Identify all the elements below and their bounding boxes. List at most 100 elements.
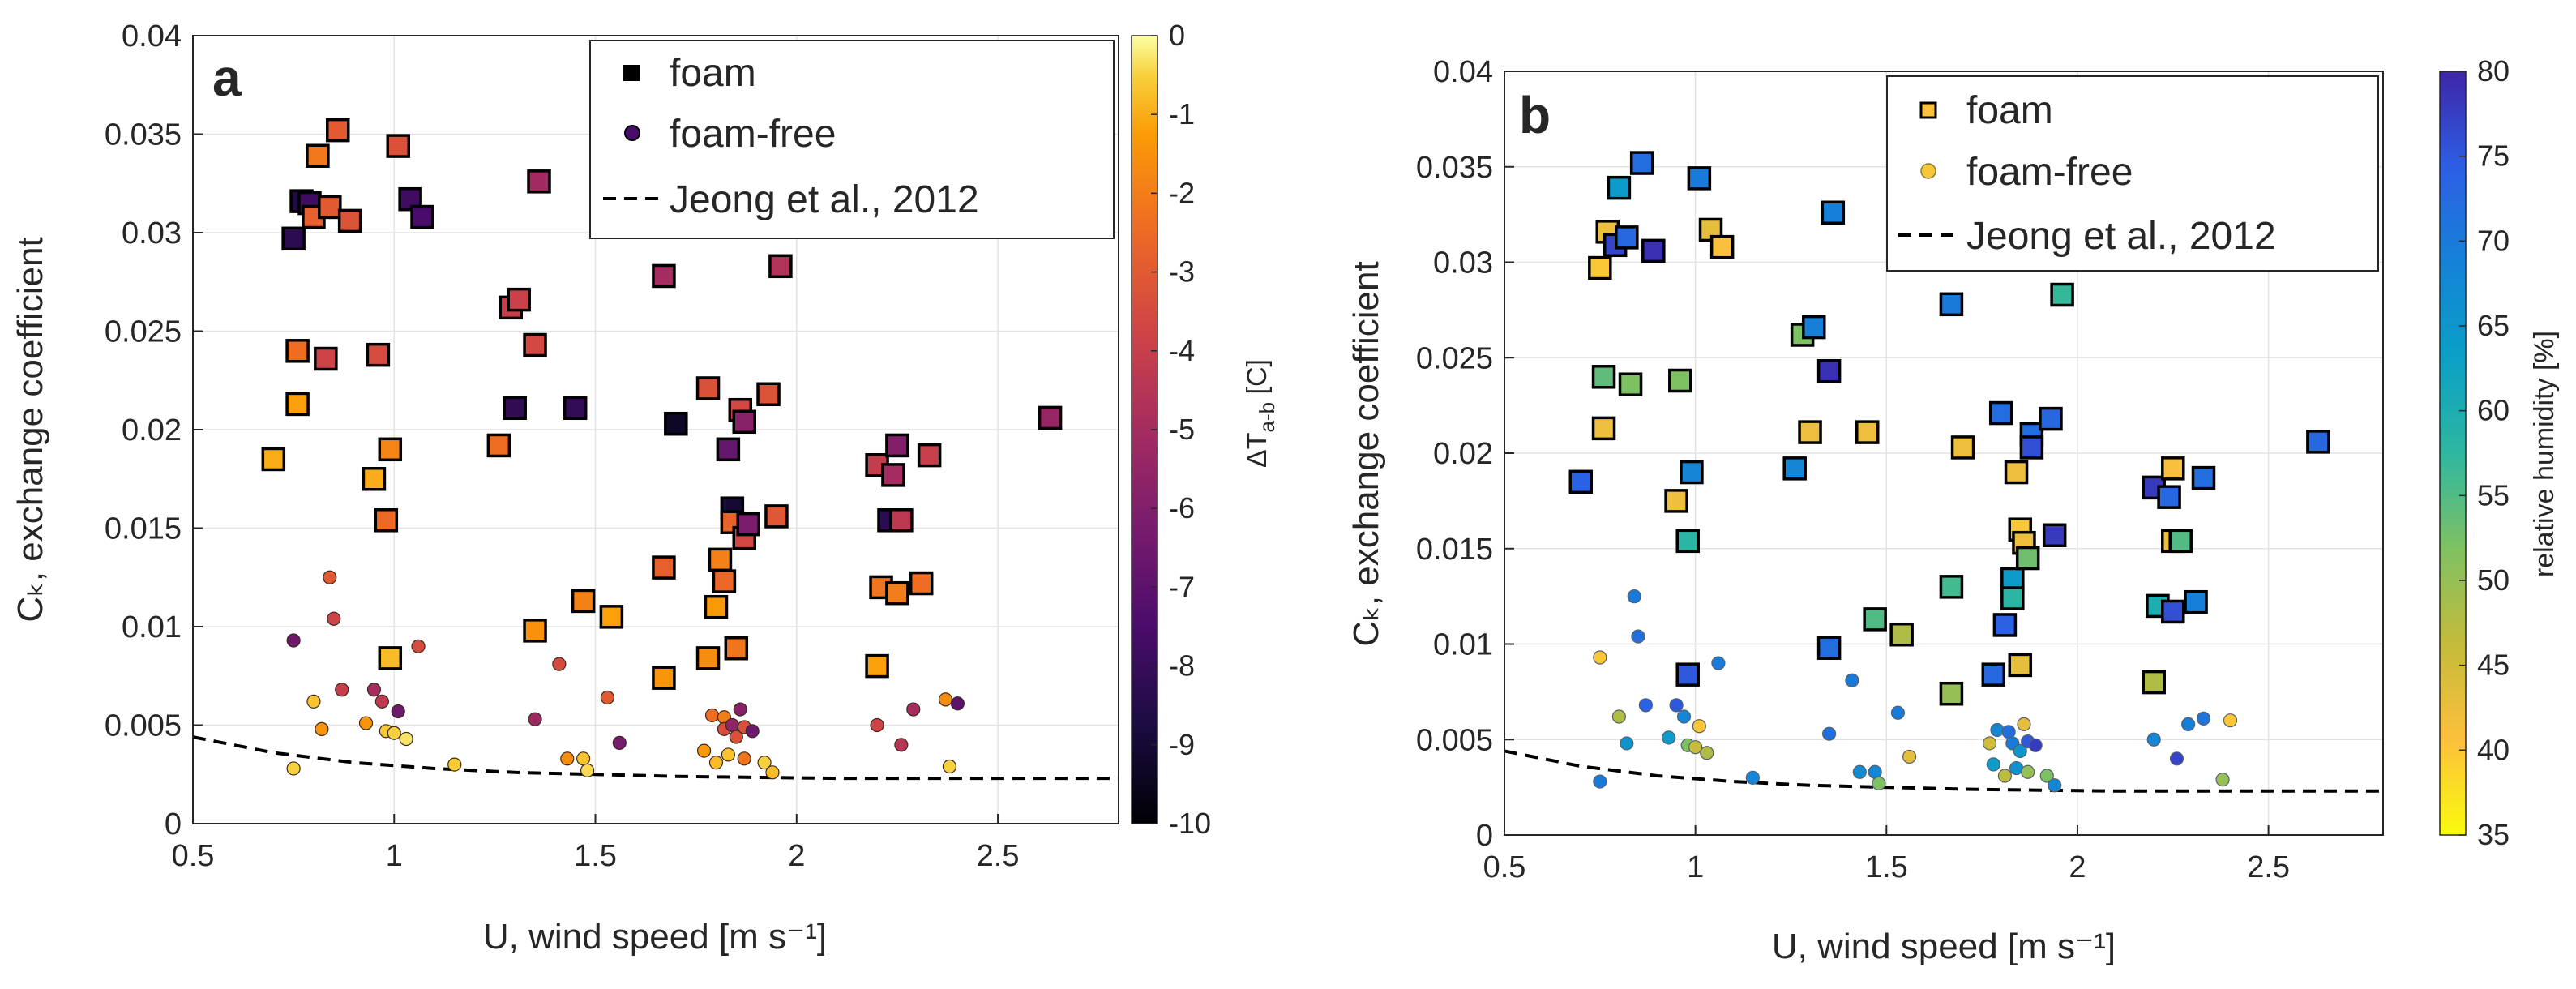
foam-point	[1863, 607, 1887, 632]
foam-free-point	[447, 757, 462, 772]
foam-point	[1664, 489, 1688, 513]
foam-point	[374, 508, 399, 533]
panel-a-colorbar-label: ΔTa-b [C]	[1242, 359, 1279, 468]
foam-point	[1855, 420, 1880, 444]
panel-b-jeong-curve	[1504, 749, 2383, 793]
foam-free-point	[1627, 589, 1641, 604]
panel-b-colorbar-tick-label: 70	[2477, 224, 2510, 257]
foam-free-point	[1593, 774, 1607, 789]
foam-free-point	[528, 712, 542, 726]
foam-point	[664, 411, 688, 436]
foam-free-point	[1669, 698, 1684, 713]
foam-free-point	[745, 724, 760, 739]
foam-free-point	[600, 690, 615, 705]
foam-point	[889, 508, 914, 533]
foam-free-point	[708, 756, 724, 770]
foam-point	[378, 437, 403, 462]
foam-point	[523, 619, 547, 643]
foam-free-point	[1902, 749, 1917, 764]
panel-a-colorbar-tick-label: 0	[1169, 19, 1185, 52]
foam-point	[386, 134, 410, 158]
panel-a-label: a	[212, 49, 242, 107]
foam-free-point	[2048, 778, 2062, 793]
foam-free-point	[1631, 629, 1645, 644]
foam-free-point	[580, 763, 595, 777]
foam-point	[652, 666, 676, 690]
panel-a-colorbar-tick-label: -4	[1169, 334, 1195, 367]
foam-free-point	[737, 751, 751, 766]
foam-point	[716, 437, 741, 462]
foam-point	[362, 467, 387, 491]
legend-foam-free-marker	[624, 125, 640, 141]
foam-free-point	[306, 694, 321, 709]
foam-point	[1802, 315, 1826, 340]
foam-point	[2008, 653, 2033, 678]
foam-point	[2184, 589, 2208, 614]
panel-a-ytick-label: 0.02	[122, 413, 182, 447]
foam-free-point	[757, 756, 772, 770]
foam-point	[285, 339, 310, 363]
legend-foam-marker	[623, 65, 640, 81]
legend-jeong-label: Jeong et al., 2012	[670, 178, 979, 221]
panel-a-colorbar-tick-label: -7	[1169, 570, 1195, 603]
foam-point	[1615, 225, 1639, 250]
panel-b-xtick-label: 2.5	[2247, 850, 2290, 884]
foam-free-point	[286, 633, 301, 648]
foam-point	[507, 287, 531, 312]
foam-point	[756, 382, 781, 407]
foam-free-point	[560, 751, 575, 766]
panel-b-colorbar-tick-label: 45	[2477, 649, 2510, 682]
foam-free-point	[2017, 717, 2031, 732]
panel-b-y-axis-label: Cₖ, exchange coefficient	[1346, 261, 1386, 646]
foam-point	[2161, 456, 2185, 481]
foam-free-point	[950, 696, 965, 711]
foam-point	[1950, 435, 1975, 460]
foam-free-point	[2021, 764, 2035, 779]
panel-b-colorbar-tick-label: 50	[2477, 563, 2510, 597]
foam-point	[2042, 523, 2067, 548]
foam-free-point	[387, 726, 401, 740]
panel-b-colorbar	[2439, 71, 2467, 836]
panel-a-ytick-label: 0.035	[105, 118, 182, 152]
foam-free-point	[1745, 770, 1760, 785]
foam-point	[366, 342, 391, 367]
foam-free-point	[696, 743, 712, 758]
foam-point	[1709, 234, 1735, 259]
foam-free-point	[1620, 736, 1634, 751]
foam-free-point	[612, 735, 627, 750]
foam-free-point	[2169, 751, 2184, 766]
foam-point	[2168, 529, 2193, 554]
panel-b-colorbar-tick-label: 60	[2477, 394, 2510, 427]
foam-point	[337, 208, 362, 233]
panel-a-foam-free-points	[286, 570, 965, 780]
panel-b-ytick-label: 0.04	[1433, 55, 1493, 89]
foam-free-point	[1676, 709, 1692, 724]
foam-point	[2050, 282, 2074, 307]
panel-b-colorbar-tick-label: 80	[2477, 54, 2510, 88]
panel-a-colorbar-tick-label: -5	[1169, 413, 1195, 446]
foam-free-point	[576, 751, 591, 766]
panel-a-colorbar-tick-label: -9	[1169, 728, 1195, 761]
foam-free-point	[2223, 713, 2238, 728]
panel-a-colorbar-tick-label: -3	[1169, 255, 1195, 289]
panel-a-colorbar-tick-label: -6	[1169, 491, 1195, 524]
panel-a-xtick-label: 0.5	[172, 839, 215, 873]
foam-free-point	[2039, 769, 2054, 783]
panel-a-legend: foam foam-free Jeong et al., 2012	[589, 40, 1115, 239]
foam-point	[2015, 546, 2040, 571]
foam-free-point	[1611, 709, 1626, 724]
panel-b-ticks: 0.5 1 1.5 2 2.5 0 0.005 0.01 0.015 0.02 0.025 0.03 0…	[1416, 55, 2290, 884]
foam-point	[1816, 358, 1842, 383]
foam-point	[527, 169, 551, 194]
foam-free-point	[2028, 738, 2043, 752]
panel-a-ytick-label: 0	[165, 807, 182, 841]
panel-a-colorbar-tick-label: -10	[1169, 807, 1211, 840]
foam-point	[736, 512, 760, 537]
panel-b-colorbar-tick-label: 75	[2477, 139, 2510, 173]
colorbar-a-label-unit: [C]	[1242, 359, 1273, 402]
panel-b-legend-box	[1886, 75, 2379, 272]
panel-b-xtick-label: 2	[2069, 850, 2086, 884]
foam-free-point	[1986, 757, 2000, 772]
panel-b-colorbar-tick-label: 35	[2477, 818, 2510, 851]
foam-free-point	[286, 761, 301, 776]
